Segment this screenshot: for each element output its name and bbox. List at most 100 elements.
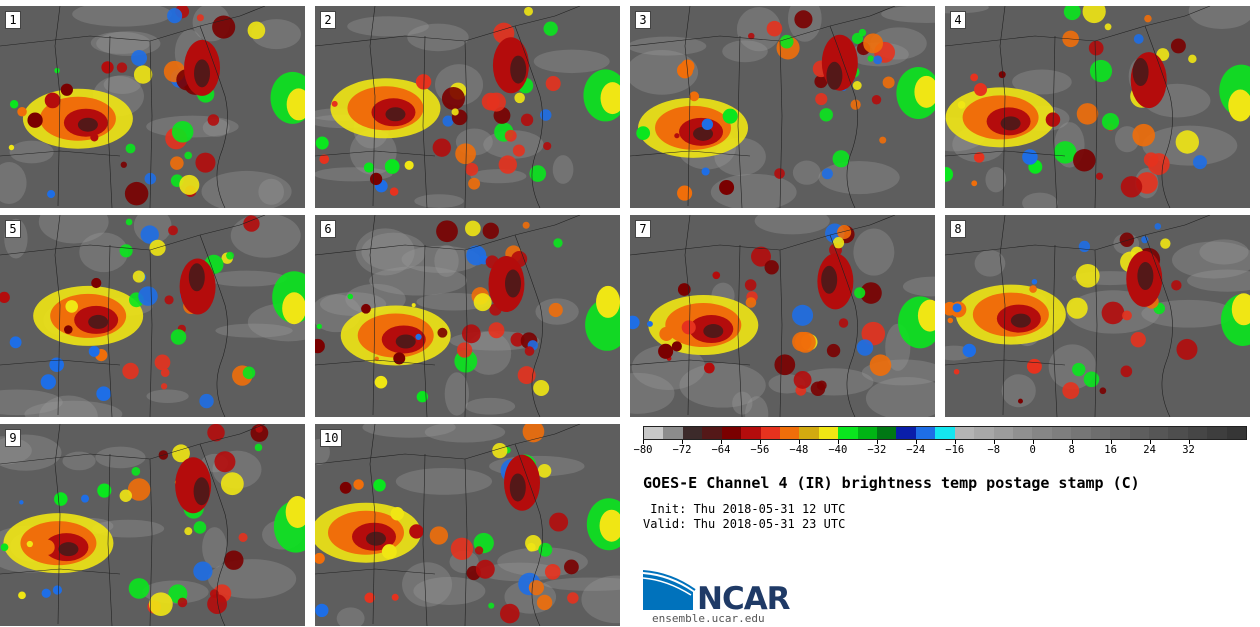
- valid-time: Valid: Thu 2018-05-31 23 UTC: [643, 517, 846, 531]
- colorbar-segment: [1110, 427, 1130, 439]
- colorbar-segment: [1013, 427, 1033, 439]
- colorbar-segment: [1148, 427, 1169, 439]
- colorbar-segment: [818, 427, 839, 439]
- colorbar-segment: [935, 427, 955, 439]
- colorbar-tick-label: −40: [828, 444, 848, 456]
- colorbar-tick-label: −56: [750, 444, 770, 456]
- colorbar-segment: [721, 427, 742, 439]
- postage-stamp-panel: 8: [945, 215, 1250, 417]
- ncar-logo-icon: [643, 570, 696, 610]
- colorbar-tick-label: −80: [633, 444, 653, 456]
- colorbar-segment: [799, 427, 819, 439]
- colorbar-segment: [1090, 427, 1111, 439]
- colorbar-tick-mark: [876, 440, 878, 444]
- colorbar-tick-label: −24: [906, 444, 926, 456]
- ir-satellite-map: [315, 215, 620, 417]
- colorbar-segment: [838, 427, 858, 439]
- panel-number-label: 7: [635, 220, 651, 238]
- colorbar-segment: [993, 427, 1014, 439]
- site-url: ensemble.ucar.edu: [652, 612, 765, 625]
- ir-satellite-map: [0, 6, 305, 208]
- colorbar-tick-mark: [759, 440, 761, 444]
- panel-number-label: 6: [320, 220, 336, 238]
- ir-satellite-map: [945, 6, 1250, 208]
- colorbar-tick-label: −16: [945, 444, 965, 456]
- colorbar-segment: [779, 427, 800, 439]
- colorbar-tick-label: 24: [1143, 444, 1156, 456]
- colorbar-tick-mark: [720, 440, 722, 444]
- colorbar-tick-mark: [798, 440, 800, 444]
- ir-satellite-map: [315, 6, 620, 208]
- colorbar-segment: [702, 427, 722, 439]
- colorbar-ticks: −80 −72 −64 −56 −48 −40 −32 −24 −16 −8 0 8 16 24 32: [634, 440, 1247, 458]
- postage-stamp-panel: 7: [630, 215, 935, 417]
- colorbar-segment: [663, 427, 683, 439]
- figure-title: GOES-E Channel 4 (IR) brightness temp po…: [643, 474, 1140, 492]
- colorbar-segment: [760, 427, 780, 439]
- ir-satellite-map: [945, 215, 1250, 417]
- postage-stamp-panel: 6: [315, 215, 620, 417]
- colorbar-segment: [857, 427, 878, 439]
- postage-stamp-panel: 10: [315, 424, 620, 626]
- ir-satellite-map: [0, 215, 305, 417]
- colorbar-tick-mark: [993, 440, 995, 444]
- colorbar-tick-label: −64: [711, 444, 731, 456]
- colorbar-tick-label: 16: [1104, 444, 1117, 456]
- postage-stamp-panel: 5: [0, 215, 305, 417]
- colorbar-tick-mark: [915, 440, 917, 444]
- colorbar-segment: [915, 427, 936, 439]
- colorbar-segment: [974, 427, 994, 439]
- colorbar-segment: [954, 427, 975, 439]
- time-info: Init: Thu 2018-05-31 12 UTC Valid: Thu 2…: [643, 502, 845, 532]
- panel-number-label: 5: [5, 220, 21, 238]
- colorbar-segment: [1168, 427, 1188, 439]
- colorbar-segment: [682, 427, 703, 439]
- postage-stamp-panel: 9: [0, 424, 305, 626]
- postage-stamp-panel: 4: [945, 6, 1250, 208]
- colorbar-tick-mark: [1149, 440, 1151, 444]
- colorbar-segment: [1207, 427, 1227, 439]
- colorbar-segment: [644, 427, 664, 439]
- colorbar-segment: [896, 427, 916, 439]
- colorbar-segment: [1226, 427, 1247, 439]
- ir-satellite-map: [630, 215, 935, 417]
- colorbar-segment: [1129, 427, 1149, 439]
- panel-number-label: 8: [950, 220, 966, 238]
- colorbar-tick-mark: [1032, 440, 1034, 444]
- panel-number-label: 4: [950, 11, 966, 29]
- colorbar-segment: [877, 427, 897, 439]
- colorbar-tick-label: −8: [987, 444, 1001, 456]
- colorbar-tick-label: −32: [867, 444, 887, 456]
- colorbar: [643, 426, 1247, 440]
- colorbar-segment: [1032, 427, 1052, 439]
- colorbar-segment: [1051, 427, 1072, 439]
- panel-number-label: 9: [5, 429, 21, 447]
- panel-number-label: 2: [320, 11, 336, 29]
- colorbar-segment: [1187, 427, 1208, 439]
- colorbar-tick-label: −48: [789, 444, 809, 456]
- colorbar-tick-mark: [1110, 440, 1112, 444]
- ir-satellite-map: [0, 424, 305, 626]
- colorbar-tick-label: −72: [672, 444, 692, 456]
- ir-satellite-map: [630, 6, 935, 208]
- colorbar-tick-label: 8: [1068, 444, 1075, 456]
- colorbar-tick-label: 0: [1029, 444, 1036, 456]
- postage-stamp-panel: 1: [0, 6, 305, 208]
- colorbar-tick-mark: [1071, 440, 1073, 444]
- panel-number-label: 3: [635, 11, 651, 29]
- colorbar-segment: [1071, 427, 1091, 439]
- postage-stamp-panel: 2: [315, 6, 620, 208]
- ncar-logo-text: NCAR: [697, 581, 791, 617]
- postage-stamp-panel: 3: [630, 6, 935, 208]
- colorbar-tick-mark: [643, 440, 644, 444]
- colorbar-segment: [741, 427, 761, 439]
- init-time: Init: Thu 2018-05-31 12 UTC: [643, 502, 846, 516]
- colorbar-tick-label: 32: [1182, 444, 1195, 456]
- colorbar-tick-mark: [1188, 440, 1190, 444]
- panel-number-label: 1: [5, 11, 21, 29]
- panel-number-label: 10: [320, 429, 343, 447]
- colorbar-tick-mark: [954, 440, 956, 444]
- ir-satellite-map: [315, 424, 620, 626]
- colorbar-tick-mark: [681, 440, 683, 444]
- colorbar-tick-mark: [837, 440, 839, 444]
